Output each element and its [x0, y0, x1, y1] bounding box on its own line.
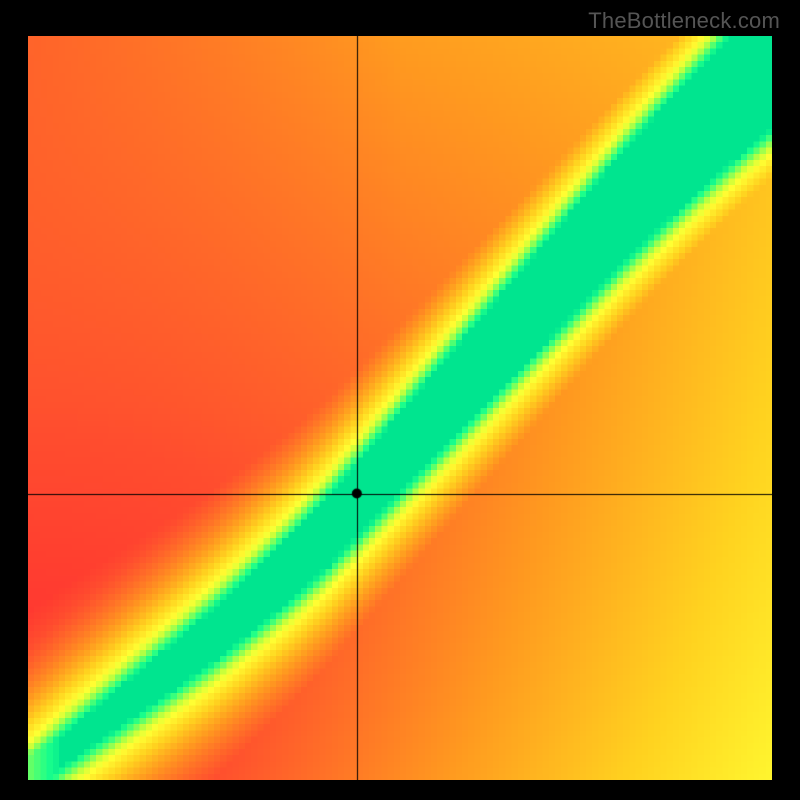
chart-container: TheBottleneck.com — [0, 0, 800, 800]
bottleneck-heatmap — [28, 36, 772, 780]
watermark-text: TheBottleneck.com — [588, 8, 780, 34]
